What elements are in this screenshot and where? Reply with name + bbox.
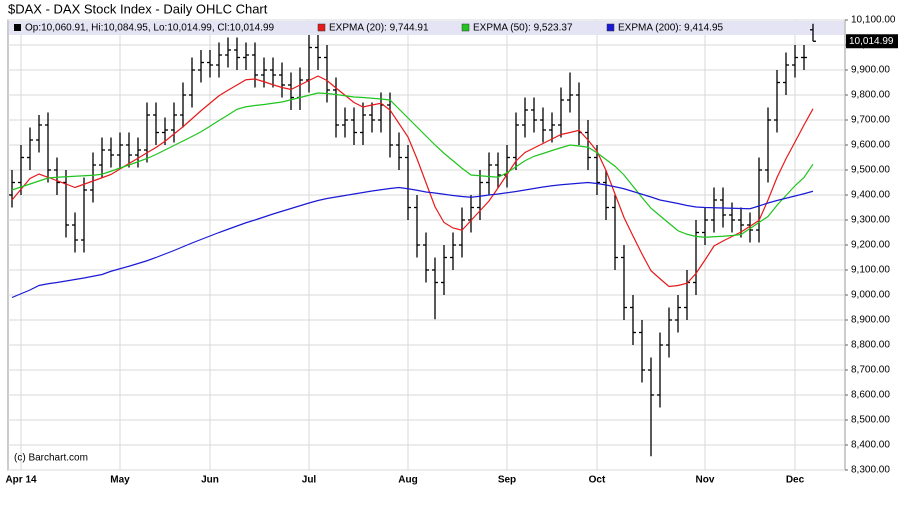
legend: EXPMA (20): 9,744.91 EXPMA (50): 9,523.37… (317, 23, 724, 34)
legend-swatch (461, 23, 470, 32)
y-tick-label: 9,200.00 (851, 240, 890, 251)
y-tick-label: 8,800.00 (851, 340, 890, 351)
y-tick-label: 8,300.00 (851, 465, 890, 476)
x-tick-label: Jun (201, 475, 219, 486)
y-tick-label: 9,800.00 (851, 90, 890, 101)
legend-band (9, 21, 844, 35)
x-tick-label: Jul (302, 475, 317, 486)
x-tick-label: Dec (786, 475, 805, 486)
legend-label: EXPMA (50): 9,523.37 (473, 23, 573, 34)
x-tick-label: Oct (589, 475, 606, 486)
last-price-box (846, 34, 898, 49)
marks (9, 23, 816, 457)
ema-line (11, 92, 814, 238)
y-tick-label: 9,300.00 (851, 215, 890, 226)
y-tick-label: 8,400.00 (851, 440, 890, 451)
y-tick-label: 9,500.00 (851, 165, 890, 176)
watermark: (c) Barchart.com (14, 453, 88, 464)
y-tick-label: 8,900.00 (851, 315, 890, 326)
chart-title: $DAX - DAX Stock Index - Daily OHLC Char… (8, 1, 268, 16)
y-tick-label: 8,500.00 (851, 415, 890, 426)
ema-line (11, 75, 814, 288)
x-tick-label: Aug (398, 475, 417, 486)
legend-label: EXPMA (200): 9,414.95 (618, 23, 724, 34)
ema-line (11, 181, 814, 299)
x-tick-label: Apr 14 (5, 475, 37, 486)
y-tick-label: 10,100.00 (851, 15, 896, 26)
last-price-label: 10,014.99 (849, 36, 894, 47)
y-tick-label: 9,600.00 (851, 140, 890, 151)
ohlc-legend: Op:10,060.91, Hi:10,084.95, Lo:10,014.99… (25, 23, 275, 34)
y-tick-label: 9,400.00 (851, 190, 890, 201)
y-tick-label: 9,700.00 (851, 115, 890, 126)
y-tick-label: 9,900.00 (851, 65, 890, 76)
x-tick-label: May (110, 475, 130, 486)
y-tick-label: 9,000.00 (851, 290, 890, 301)
legend-swatch (606, 23, 615, 32)
legend-swatch (14, 24, 21, 31)
y-tick-label: 9,100.00 (851, 265, 890, 276)
x-tick-label: Nov (696, 475, 715, 486)
legend-swatch (317, 23, 326, 32)
y-tick-label: 8,700.00 (851, 365, 890, 376)
y-tick-label: 8,600.00 (851, 390, 890, 401)
x-tick-label: Sep (498, 475, 516, 486)
legend-label: EXPMA (20): 9,744.91 (329, 23, 429, 34)
